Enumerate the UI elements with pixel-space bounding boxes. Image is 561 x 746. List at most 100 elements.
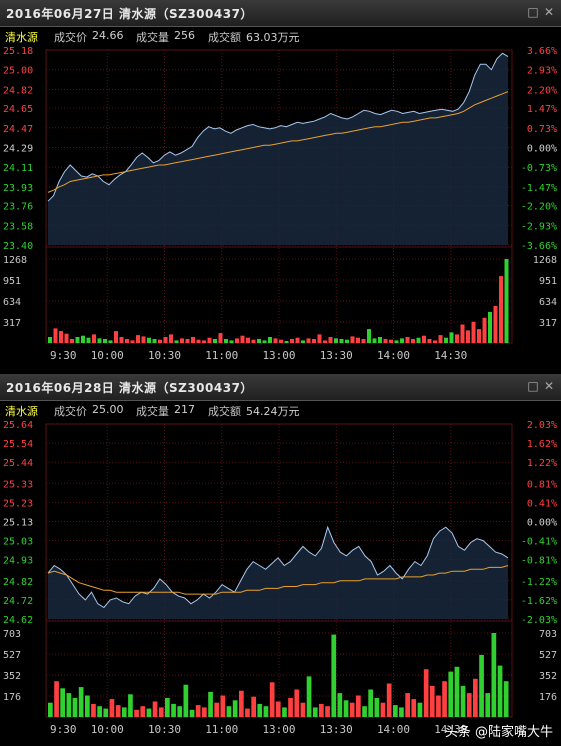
volume-bar — [422, 335, 426, 343]
volume-bar — [471, 321, 476, 343]
stock-name: 清水源 — [5, 31, 38, 44]
volume-bar — [169, 334, 173, 343]
volume-bar — [64, 333, 69, 343]
time-tick-label: 13:30 — [320, 349, 353, 362]
volume-bar — [195, 705, 201, 717]
pct-tick-label: 1.47% — [527, 104, 557, 115]
volume-bar — [152, 339, 157, 343]
volume-bar — [152, 701, 158, 717]
volume-bar — [433, 340, 437, 343]
volume-tick-label: 527 — [539, 650, 557, 661]
volume-bar — [282, 707, 287, 717]
price-value: 24.66 — [92, 29, 124, 42]
price-tick-label: 23.93 — [3, 183, 33, 194]
volume-bar — [125, 339, 129, 343]
volume-bar — [97, 338, 102, 343]
volume-bar — [229, 340, 234, 343]
volume-bar — [449, 332, 454, 343]
volume-bar — [59, 331, 63, 343]
intraday-chart-1: 25.18 3.66% 25.00 2.93% 24.82 2.20% 24.65 1.47%… — [3, 46, 557, 362]
intraday-chart-2: 25.64 2.03% 25.54 1.62% 25.44 1.22% 25.33 0.81%… — [3, 420, 557, 736]
volume-bar — [251, 696, 256, 717]
price-tick-label: 24.11 — [3, 163, 33, 174]
volume-bar — [493, 305, 498, 343]
amount-label: 成交额 — [208, 31, 241, 44]
volume-bar — [339, 339, 344, 343]
volume-bar — [140, 706, 146, 717]
volume-bar — [174, 340, 179, 343]
volume-bar — [171, 703, 176, 717]
volume-bar — [312, 707, 318, 717]
time-tick-label: 14:30 — [434, 723, 467, 736]
volume-label: 成交量 — [136, 31, 169, 44]
volume-bar — [136, 335, 140, 343]
volume-bar — [235, 338, 239, 343]
price-label: 成交价 — [54, 405, 87, 418]
volume-bar — [130, 340, 135, 343]
volume-bar — [134, 709, 139, 717]
pct-tick-label: 2.20% — [527, 85, 557, 96]
amount-value: 54.24万元 — [246, 405, 300, 418]
volume-bar — [177, 706, 183, 717]
time-tick-label: 13:30 — [320, 723, 353, 736]
pct-tick-label: -1.22% — [521, 577, 557, 588]
volume-bar — [275, 701, 281, 717]
volume-bar — [345, 339, 349, 343]
volume-bar — [226, 706, 232, 717]
close-icon[interactable]: ✕ — [543, 379, 555, 393]
pct-tick-label: 0.00% — [527, 144, 557, 155]
volume-bar — [503, 681, 509, 717]
time-tick-label: 13:00 — [262, 349, 295, 362]
volume-bar — [367, 329, 371, 343]
volume-bar — [220, 695, 226, 717]
volume-bar — [294, 689, 300, 717]
volume-bar — [213, 339, 217, 343]
volume-bar — [70, 339, 74, 343]
volume-bar — [337, 693, 343, 717]
volume-tick-label: 634 — [3, 297, 21, 308]
volume-bar — [146, 708, 152, 717]
pct-tick-label: 0.73% — [527, 124, 557, 135]
volume-bar — [183, 684, 189, 717]
volume-label: 成交量 — [136, 405, 169, 418]
stock-name: 清水源 — [5, 405, 38, 418]
price-value: 25.00 — [92, 403, 124, 416]
info-bar: 清水源 成交价 24.66 成交量 256 成交额 63.03万元 — [0, 27, 561, 45]
pct-tick-label: 2.93% — [527, 66, 557, 77]
volume-bar — [436, 695, 441, 717]
volume-bar — [60, 688, 65, 717]
volume-bar — [240, 335, 245, 343]
volume-bar — [477, 329, 481, 343]
volume-bar — [115, 705, 121, 717]
volume-bar — [269, 682, 275, 717]
volume-bar — [306, 338, 311, 343]
pct-tick-label: -2.03% — [521, 615, 557, 626]
volume-tick-label: 951 — [539, 276, 557, 287]
restore-icon[interactable]: □ — [527, 5, 539, 19]
time-tick-label: 14:00 — [377, 349, 410, 362]
volume-bar — [378, 337, 382, 343]
volume-bar — [362, 706, 367, 717]
volume-bar — [54, 681, 59, 717]
panel-title: 2016年06月27日 清水源（SZ300437） — [6, 7, 253, 21]
close-icon[interactable]: ✕ — [543, 5, 555, 19]
volume-bar — [290, 339, 294, 343]
price-tick-label: 24.47 — [3, 124, 33, 135]
volume-bar — [141, 336, 146, 343]
volume-bar — [239, 690, 244, 717]
price-tick-label: 24.62 — [3, 615, 33, 626]
amount-value: 63.03万元 — [246, 31, 300, 44]
volume-bar — [466, 693, 472, 717]
volume-bar — [85, 695, 90, 717]
volume-bar — [108, 340, 113, 343]
price-tick-label: 25.44 — [3, 458, 33, 469]
volume-bar — [119, 337, 124, 343]
price-area — [48, 527, 508, 619]
volume-bar — [504, 259, 509, 343]
restore-icon[interactable]: □ — [527, 379, 539, 393]
volume-bar — [466, 330, 470, 343]
volume-bar — [460, 324, 465, 343]
average-price-line — [47, 91, 509, 193]
volume-bar — [189, 709, 195, 717]
volume-bar — [361, 339, 366, 343]
